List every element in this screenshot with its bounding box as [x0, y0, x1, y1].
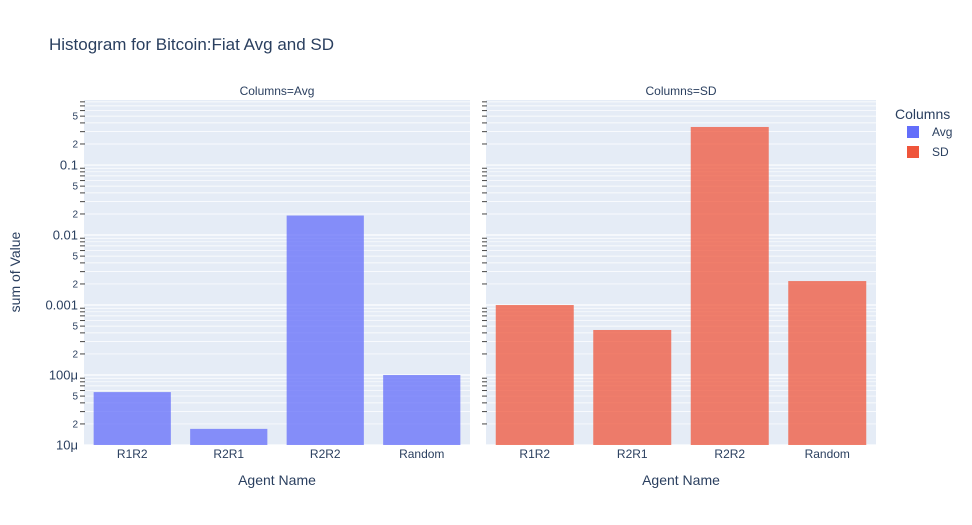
y-axis-label: sum of Value: [7, 231, 23, 312]
y-tick-label: 0.001: [45, 298, 78, 313]
x-tick-label: R1R2: [117, 447, 148, 461]
facet-title: Columns=Avg: [240, 84, 315, 98]
bar-avg-random[interactable]: [383, 375, 461, 445]
y-minor-tick-label: 5: [72, 252, 78, 263]
x-tick-label: R1R2: [519, 447, 550, 461]
chart-title: Histogram for Bitcoin:Fiat Avg and SD: [49, 35, 334, 54]
bar-sd-r1r2[interactable]: [495, 305, 574, 445]
legend-label-avg[interactable]: Avg: [932, 125, 952, 139]
legend-label-sd[interactable]: SD: [932, 145, 949, 159]
y-minor-tick-label: 5: [72, 322, 78, 333]
facet-title: Columns=SD: [645, 84, 716, 98]
y-minor-tick-label: 5: [72, 392, 78, 403]
bar-sd-r2r1[interactable]: [593, 329, 672, 445]
bar-sd-r2r2[interactable]: [690, 126, 769, 446]
x-tick-label: Random: [805, 447, 850, 461]
y-tick-label: 0.1: [60, 158, 78, 173]
x-tick-label: R2R1: [213, 447, 244, 461]
y-tick-label: 0.01: [53, 228, 78, 243]
y-minor-tick-label: 2: [72, 349, 78, 360]
x-axis-label: Agent Name: [238, 472, 316, 488]
bar-avg-r1r2[interactable]: [93, 392, 171, 445]
legend-title: Columns: [895, 106, 950, 122]
y-minor-tick-label: 2: [72, 139, 78, 150]
x-axis-label: Agent Name: [642, 472, 720, 488]
y-minor-tick-label: 2: [72, 209, 78, 220]
bar-avg-r2r2[interactable]: [286, 215, 364, 445]
x-tick-label: Random: [399, 447, 444, 461]
plot-panels: 2 5 2 5 2 5 2 5 2 5 10μ 100μ 0.001 0.01 0.1 Columns=Avg…: [45, 84, 876, 488]
y-tick-label: 100μ: [49, 368, 78, 383]
y-minor-tick-label: 2: [72, 419, 78, 430]
x-tick-label: R2R2: [714, 447, 745, 461]
x-tick-label: R2R1: [617, 447, 648, 461]
x-tick-label: R2R2: [310, 447, 341, 461]
y-minor-tick-label: 5: [72, 112, 78, 123]
legend-swatch-avg[interactable]: [907, 126, 919, 138]
y-minor-tick-label: 2: [72, 279, 78, 290]
legend-swatch-sd[interactable]: [907, 146, 919, 158]
y-tick-label: 10μ: [56, 438, 78, 453]
legend[interactable]: Columns Avg SD: [895, 106, 952, 159]
bar-avg-r2r1[interactable]: [190, 428, 268, 445]
bar-sd-random[interactable]: [788, 281, 867, 445]
y-minor-tick-label: 5: [72, 182, 78, 193]
